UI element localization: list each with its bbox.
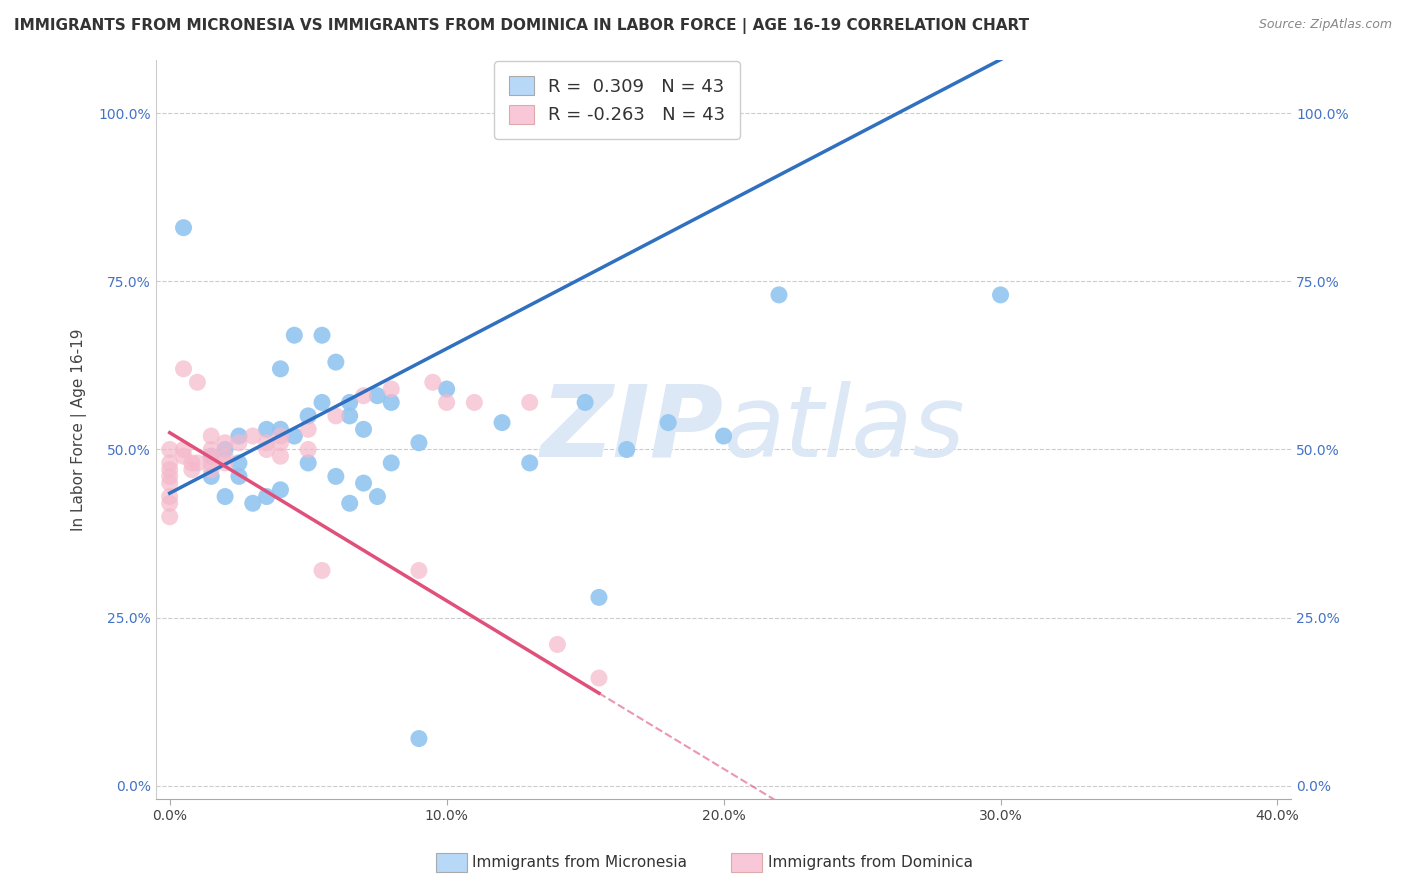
Point — [159, 469, 181, 483]
Point — [588, 591, 610, 605]
Point — [436, 382, 458, 396]
Point — [297, 442, 319, 457]
Point — [353, 422, 375, 436]
Point — [214, 435, 236, 450]
Point — [200, 442, 222, 457]
Point — [519, 395, 541, 409]
Point — [616, 442, 638, 457]
Point — [228, 456, 250, 470]
Point — [588, 671, 610, 685]
Point — [339, 395, 361, 409]
Point — [186, 376, 208, 390]
Y-axis label: In Labor Force | Age 16-19: In Labor Force | Age 16-19 — [72, 328, 87, 531]
Point — [546, 637, 568, 651]
Point — [311, 564, 333, 578]
Point — [214, 442, 236, 457]
Point — [325, 409, 347, 423]
Point — [574, 395, 596, 409]
Point — [325, 469, 347, 483]
Point — [436, 395, 458, 409]
Point — [228, 435, 250, 450]
Point — [159, 490, 181, 504]
Point — [380, 456, 402, 470]
Point — [768, 288, 790, 302]
Point — [283, 429, 305, 443]
Point — [283, 328, 305, 343]
Point — [159, 476, 181, 491]
Point — [422, 376, 444, 390]
Point — [214, 449, 236, 463]
Point — [242, 496, 264, 510]
Point — [214, 456, 236, 470]
Point — [353, 389, 375, 403]
Point — [339, 409, 361, 423]
Point — [256, 442, 278, 457]
Point — [159, 509, 181, 524]
Point — [180, 456, 202, 470]
Point — [159, 442, 181, 457]
Point — [200, 469, 222, 483]
Point — [228, 469, 250, 483]
Point — [269, 435, 291, 450]
Point — [366, 490, 388, 504]
Point — [214, 490, 236, 504]
Point — [380, 395, 402, 409]
Point — [200, 449, 222, 463]
Point — [159, 463, 181, 477]
Text: IMMIGRANTS FROM MICRONESIA VS IMMIGRANTS FROM DOMINICA IN LABOR FORCE | AGE 16-1: IMMIGRANTS FROM MICRONESIA VS IMMIGRANTS… — [14, 18, 1029, 34]
Point — [173, 449, 195, 463]
Point — [353, 476, 375, 491]
Point — [408, 435, 430, 450]
Point — [200, 463, 222, 477]
Point — [159, 456, 181, 470]
Point — [256, 490, 278, 504]
Text: ZIP: ZIP — [540, 381, 724, 478]
Point — [159, 496, 181, 510]
Point — [990, 288, 1012, 302]
Point — [491, 416, 513, 430]
Legend: R =  0.309   N = 43, R = -0.263   N = 43: R = 0.309 N = 43, R = -0.263 N = 43 — [494, 62, 740, 139]
Point — [408, 731, 430, 746]
Point — [256, 435, 278, 450]
Text: atlas: atlas — [724, 381, 965, 478]
Point — [657, 416, 679, 430]
Point — [366, 389, 388, 403]
Point — [186, 456, 208, 470]
Point — [408, 564, 430, 578]
Point — [180, 463, 202, 477]
Point — [269, 483, 291, 497]
Point — [269, 361, 291, 376]
Point — [228, 429, 250, 443]
Point — [269, 449, 291, 463]
Point — [713, 429, 735, 443]
Point — [173, 361, 195, 376]
Point — [269, 429, 291, 443]
Point — [519, 456, 541, 470]
Text: Immigrants from Dominica: Immigrants from Dominica — [768, 855, 973, 870]
Point — [325, 355, 347, 369]
Point — [339, 496, 361, 510]
Point — [380, 382, 402, 396]
Point — [200, 449, 222, 463]
Point — [311, 395, 333, 409]
Point — [463, 395, 485, 409]
Point — [200, 456, 222, 470]
Point — [297, 422, 319, 436]
Point — [297, 456, 319, 470]
Point — [242, 429, 264, 443]
Text: Source: ZipAtlas.com: Source: ZipAtlas.com — [1258, 18, 1392, 31]
Point — [269, 422, 291, 436]
Point — [297, 409, 319, 423]
Text: Immigrants from Micronesia: Immigrants from Micronesia — [472, 855, 688, 870]
Point — [200, 429, 222, 443]
Point — [173, 220, 195, 235]
Point — [173, 442, 195, 457]
Point — [256, 422, 278, 436]
Point — [311, 328, 333, 343]
